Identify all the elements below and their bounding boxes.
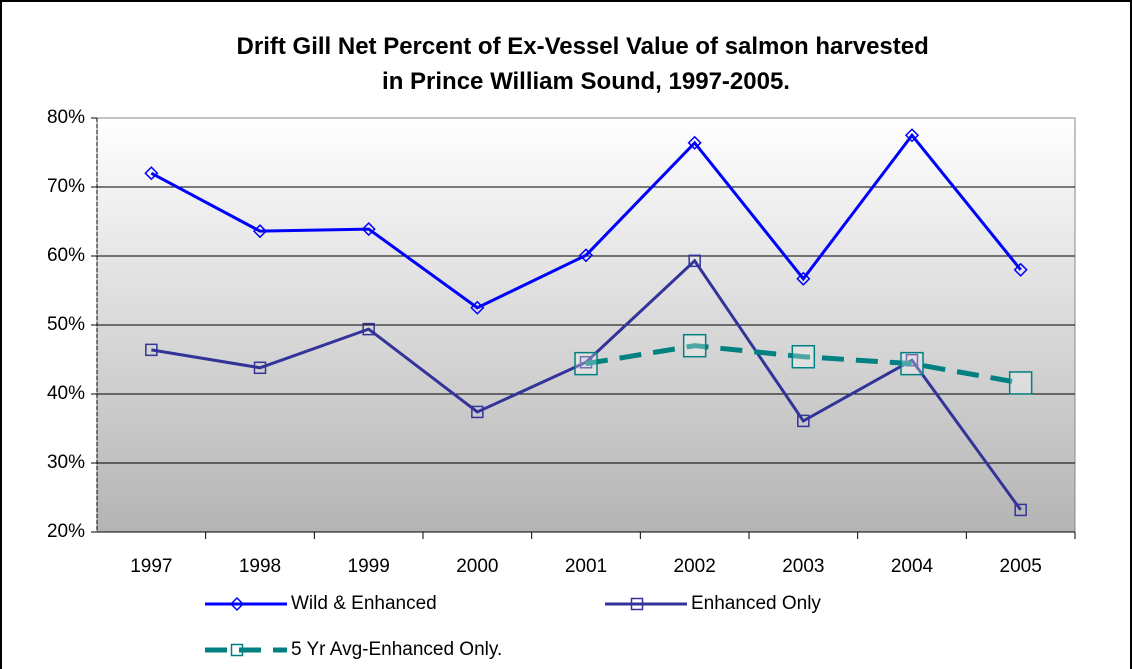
marker — [900, 351, 924, 376]
y-tick-label: 30% — [47, 452, 85, 473]
y-tick-label: 50% — [47, 314, 85, 335]
series-line — [585, 343, 1022, 386]
y-tick-label: 80% — [47, 107, 85, 128]
marker — [1013, 262, 1028, 277]
y-tick-label: 40% — [47, 383, 85, 404]
marker — [905, 353, 919, 367]
title-line: Drift Gill Net Percent of Ex-Vessel Valu… — [237, 33, 929, 60]
marker — [361, 222, 376, 237]
marker — [145, 343, 158, 357]
marker — [574, 351, 598, 376]
x-tick-label: 2002 — [674, 556, 716, 577]
x-tick-label: 2005 — [1000, 556, 1042, 577]
legend-label: 5 Yr Avg-Enhanced Only. — [291, 639, 502, 660]
marker — [682, 333, 707, 358]
legend-label: Wild & Enhanced — [291, 593, 437, 614]
x-tick-label: 2000 — [456, 556, 498, 577]
x-tick-label: 1999 — [348, 556, 390, 577]
marker — [471, 405, 484, 419]
x-tick-label: 2001 — [565, 556, 607, 577]
marker — [362, 322, 375, 336]
marker — [229, 596, 245, 612]
x-tick-label: 1998 — [239, 556, 281, 577]
marker — [230, 643, 244, 657]
marker — [796, 271, 811, 286]
series-line — [150, 132, 1022, 310]
y-tick-label: 70% — [47, 176, 85, 197]
marker — [144, 166, 159, 181]
legend-label: Enhanced Only — [691, 593, 821, 614]
x-tick-label: 1997 — [130, 556, 172, 577]
y-tick-label: 60% — [47, 245, 85, 266]
x-tick-label: 2004 — [891, 556, 934, 577]
chart-title: Drift Gill Net Percent of Ex-Vessel Valu… — [237, 33, 936, 95]
x-tick-label: 2003 — [782, 556, 824, 577]
marker — [904, 128, 920, 143]
marker — [630, 597, 644, 611]
y-tick-label: 20% — [47, 521, 85, 542]
marker — [578, 248, 594, 263]
marker — [791, 344, 816, 369]
title-line: in Prince William Sound, 1997-2005. — [382, 68, 790, 95]
marker — [1014, 503, 1027, 517]
marker — [253, 361, 267, 375]
marker — [687, 135, 702, 150]
marker — [252, 224, 268, 239]
marker — [797, 414, 810, 428]
marker — [470, 300, 485, 315]
marker — [1008, 371, 1033, 395]
marker — [688, 254, 701, 268]
